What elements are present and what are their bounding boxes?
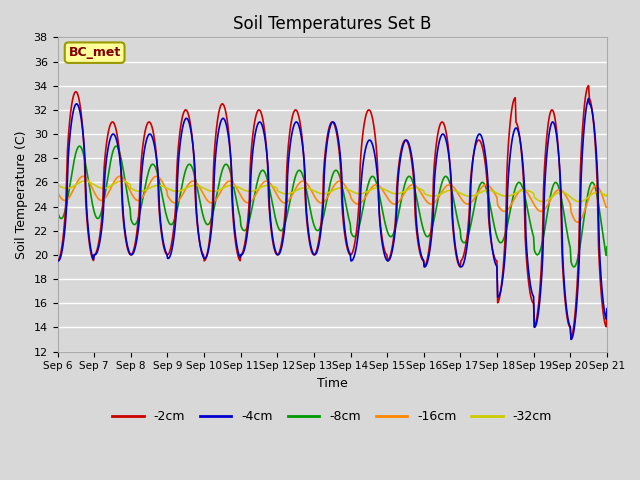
Legend: -2cm, -4cm, -8cm, -16cm, -32cm: -2cm, -4cm, -8cm, -16cm, -32cm	[108, 405, 557, 428]
Text: BC_met: BC_met	[68, 46, 121, 59]
Y-axis label: Soil Temperature (C): Soil Temperature (C)	[15, 130, 28, 259]
Title: Soil Temperatures Set B: Soil Temperatures Set B	[233, 15, 431, 33]
X-axis label: Time: Time	[317, 377, 348, 390]
